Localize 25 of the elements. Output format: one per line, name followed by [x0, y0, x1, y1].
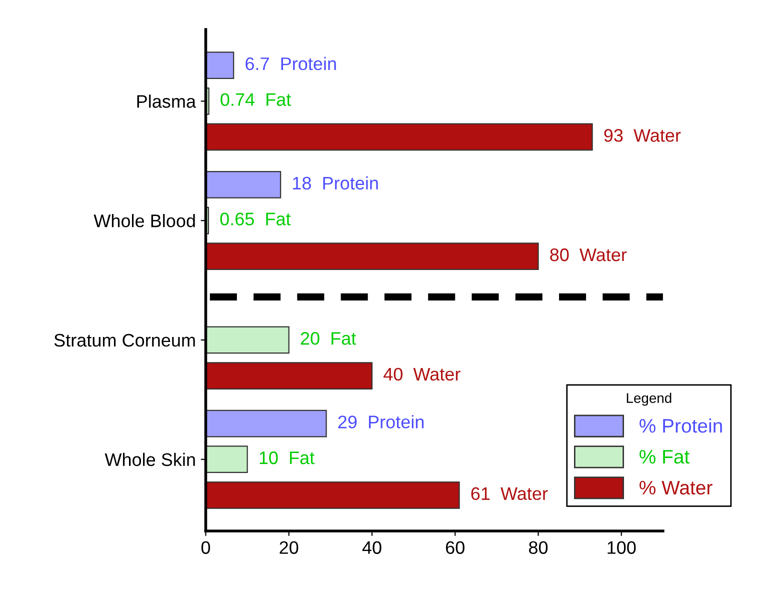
data-label: 0.65 Fat [220, 212, 291, 226]
x-tick-label: 40 [362, 541, 382, 554]
legend-label: % Protein [640, 418, 722, 433]
data-label: 6.7 Protein [246, 56, 336, 70]
data-label: 61 Water [471, 487, 548, 500]
data-label: 18 Protein [293, 176, 378, 190]
data-label: 29 Protein [338, 415, 424, 428]
y-tick-label: Plasma [137, 94, 196, 108]
data-label: 40 Water [384, 368, 460, 381]
y-tick-label: Whole Skin [104, 452, 195, 466]
x-tick-label: 80 [528, 541, 548, 554]
x-tick-label: 60 [446, 541, 464, 554]
x-tick-label: 100 [608, 541, 636, 554]
x-tick-label: 20 [280, 541, 298, 554]
data-label: 10 Fat [260, 451, 314, 464]
y-tick-label: Stratum Corneum [54, 334, 195, 347]
data-label: 93 Water [604, 129, 681, 142]
legend-label: % Water [640, 480, 712, 495]
x-tick-label: 0 [201, 541, 210, 554]
legend-label: % Fat [640, 450, 690, 464]
legend-title: Legend [626, 392, 672, 406]
data-label: 80 Water [550, 248, 627, 262]
y-tick-label: Whole Blood [94, 214, 195, 228]
data-label: 20 Fat [300, 332, 356, 345]
data-label: 0.74 Fat [220, 93, 292, 106]
